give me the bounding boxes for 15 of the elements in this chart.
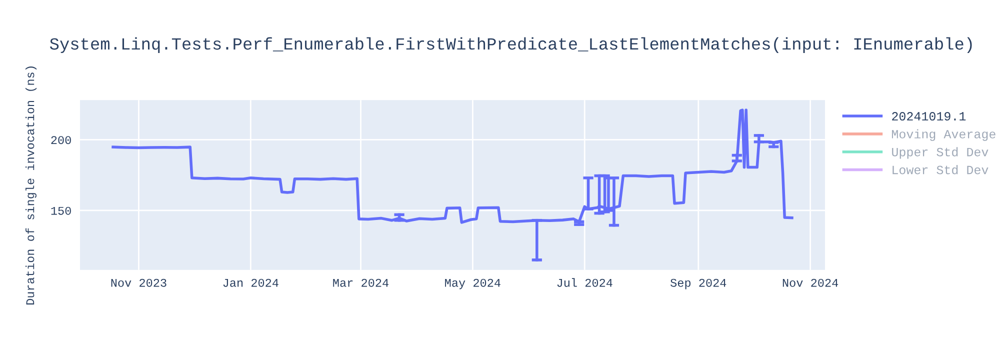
x-tick-label: Mar 2024 <box>333 278 388 287</box>
x-tick-label: Sep 2024 <box>670 278 726 290</box>
y-tick-label: 150 <box>51 206 71 215</box>
legend-label: Upper Std Dev <box>892 147 988 159</box>
y-tick-label: 200 <box>51 136 71 144</box>
legend-label: 20241019.1 <box>892 112 966 121</box>
y-axis-title: Duration of single invocation (ns) <box>26 66 37 304</box>
chart-title: System.Linq.Tests.Perf_Enumerable.FirstWithPredicate_LastElementMatches(input: IEnumerable) <box>50 37 972 54</box>
legend-label: Moving Average <box>892 129 996 141</box>
x-tick-label: May 2024 <box>445 278 500 290</box>
x-tick-label: Nov 2024 <box>782 278 838 287</box>
legend-label: Lower Std Dev <box>892 165 988 174</box>
x-tick-label: Jan 2024 <box>223 278 278 287</box>
x-tick-label: Nov 2023 <box>111 278 166 287</box>
x-tick-label: Jul 2024 <box>557 278 612 287</box>
